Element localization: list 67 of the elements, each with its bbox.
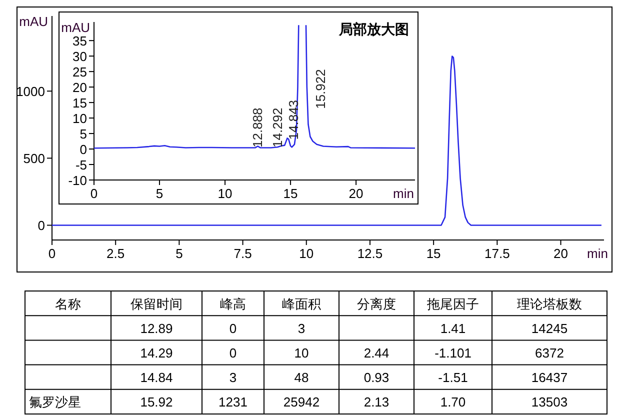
y-tick-label: 0: [80, 142, 87, 158]
text: 2.44: [364, 346, 390, 360]
annotation: 12.888: [250, 108, 266, 148]
text: 14245: [531, 320, 568, 336]
y-tick-label: 1000: [16, 84, 45, 100]
text: 14.84: [140, 370, 173, 386]
x-tick-label: 10: [218, 186, 232, 201]
text: 3: [298, 320, 306, 336]
x-tick-label: 20: [554, 246, 568, 261]
text: 25942: [283, 394, 320, 410]
text: 2.13: [364, 394, 390, 410]
x-axis-title: min: [393, 186, 414, 201]
y-tick-label: 500: [23, 151, 45, 166]
annotation: 15.922: [313, 69, 328, 109]
text: 0.93: [364, 370, 390, 386]
x-tick-label: 7.5: [234, 246, 252, 261]
y-tick-label: 25: [72, 64, 87, 80]
x-tick-label: 12.5: [357, 246, 383, 261]
y-tick-label: -5: [75, 158, 87, 173]
annotation: 14.292: [270, 108, 285, 148]
text: 3: [229, 370, 237, 386]
x-tick-label: 2.5: [106, 246, 125, 261]
y-tick-label: -10: [68, 173, 87, 188]
x-tick-label: 0: [90, 186, 98, 201]
y-tick-label: 30: [72, 49, 87, 64]
x-tick-label: 5: [176, 246, 183, 261]
y-tick-label: 20: [72, 80, 87, 96]
category-label: 峰高: [220, 296, 246, 312]
y-tick-label: 10: [72, 111, 87, 126]
y-tick-label: 5: [80, 126, 87, 142]
text: 0: [229, 346, 237, 360]
text: 15.92: [140, 394, 173, 410]
x-tick-label: 10: [299, 246, 314, 261]
category-label: 名称: [55, 296, 81, 312]
text: 氟罗沙星: [29, 394, 81, 410]
text: 1231: [218, 394, 248, 410]
x-tick-label: 17.5: [484, 246, 510, 261]
x-tick-label: 15: [426, 246, 441, 261]
y-tick-label: 35: [72, 34, 87, 49]
text: 48: [294, 370, 309, 386]
text: -1.51: [438, 370, 468, 386]
y-axis-title: mAU: [19, 14, 48, 29]
text: 1.70: [440, 394, 466, 410]
chart-title: 局部放大图: [338, 21, 409, 38]
x-tick-label: 5: [156, 186, 164, 201]
annotation: 14.843: [286, 100, 302, 140]
category-label: 理论塔板数: [517, 296, 582, 312]
x-axis-title: min: [587, 246, 608, 261]
x-tick-label: 0: [48, 246, 56, 261]
category-label: 分离度: [357, 296, 396, 312]
y-tick-label: 0: [38, 218, 45, 234]
text: 0: [229, 320, 237, 336]
text: 16437: [531, 370, 568, 386]
text: 6372: [535, 346, 564, 360]
category-label: 保留时间: [130, 296, 182, 312]
category-label: 拖尾因子: [426, 296, 479, 312]
text: 10: [294, 346, 309, 360]
y-tick-label: 15: [72, 96, 87, 111]
text: 14.29: [140, 346, 173, 360]
text: -1.101: [434, 346, 472, 360]
x-tick-label: 20: [348, 186, 364, 201]
x-tick-label: 15: [283, 186, 298, 201]
y-axis-title: mAU: [61, 20, 90, 35]
text: 13503: [531, 394, 568, 410]
category-label: 峰面积: [282, 296, 321, 312]
text: 12.89: [140, 320, 173, 336]
text: 1.41: [440, 320, 466, 336]
